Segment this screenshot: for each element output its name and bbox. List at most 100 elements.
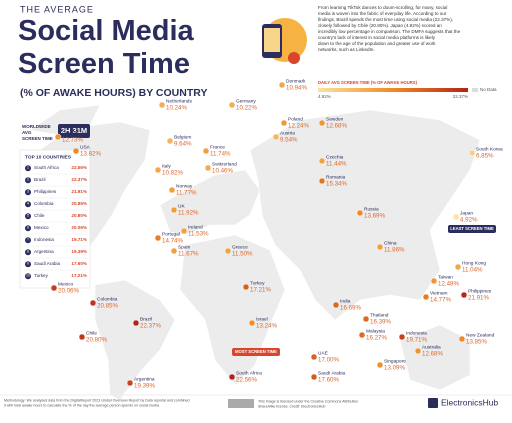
country-value: 9.64% <box>174 141 192 148</box>
country-name: Taiwan <box>438 274 453 280</box>
title: Screen Time <box>18 48 190 80</box>
country-name: USA <box>80 144 91 150</box>
country-name: France <box>210 144 225 150</box>
country-name: Greece <box>232 244 248 250</box>
country-value: 6.85% <box>476 153 494 160</box>
rank: 7 <box>27 237 29 241</box>
legend-no-data: No Data <box>480 87 497 92</box>
country-value: 12.24% <box>288 123 309 130</box>
subtitle: (% OF AWAKE HOURS) BY COUNTRY <box>20 87 207 99</box>
country-marker <box>430 277 438 285</box>
country-value: 16.27% <box>366 335 387 342</box>
country-value: 11.77% <box>176 190 197 197</box>
country-name: UAE <box>318 350 328 356</box>
country-name: Mexico <box>58 281 74 287</box>
country-name: Philippines <box>34 189 57 194</box>
country-value: 17.60% <box>71 261 87 266</box>
country-value: 20.80% <box>71 213 87 218</box>
rank-badge <box>25 177 31 184</box>
country-marker <box>356 209 364 217</box>
license: ShareAlike license. Credit: ElectronicsH… <box>258 404 325 408</box>
country-name: Ireland <box>188 224 203 230</box>
country-name: Colombia <box>97 296 118 302</box>
country-value: 22.56% <box>236 377 257 384</box>
country-name: Italy <box>162 163 171 169</box>
intro-line: media is woven into the fabric of everyd… <box>318 11 447 16</box>
methodology: it with total awake hours to calculate t… <box>4 403 160 407</box>
country-marker <box>398 333 406 341</box>
country-marker <box>468 149 476 157</box>
country-value: 11.92% <box>178 210 199 217</box>
country-marker <box>166 137 174 145</box>
country-value: 10.22% <box>236 105 257 112</box>
rank-badge <box>25 201 31 208</box>
country-value: 17.00% <box>318 357 339 364</box>
country-marker <box>454 263 462 271</box>
country-value: 12.73% <box>62 137 83 144</box>
country-name: Czechia <box>326 154 344 160</box>
country-value: 13.82% <box>80 151 101 158</box>
top10-list: 1 South Africa 22.56% 2 Brazil 22.37% 3 Philipp… <box>24 165 87 280</box>
kicker: THE AVERAGE <box>20 4 94 14</box>
country-name: China <box>384 240 397 246</box>
country-marker <box>54 133 62 141</box>
country-marker <box>248 319 256 327</box>
top10-title: TOP 10 COUNTRIES <box>25 154 72 160</box>
title: Social Media <box>18 15 195 47</box>
country-name: Norway <box>176 183 193 189</box>
intro-line: down to the age of the population and gr… <box>318 41 436 46</box>
intro-line: country's lack of interest in social med… <box>318 35 436 40</box>
country-value: 11.86% <box>384 247 405 254</box>
rank: 4 <box>27 201 29 205</box>
top10-panel <box>19 149 91 289</box>
country-value: 13.85% <box>466 339 487 346</box>
rank-badge <box>25 261 31 268</box>
legend-min: 4.92% <box>318 94 331 99</box>
country-name: Saudi Arabia <box>34 261 60 266</box>
country-name: India <box>340 298 351 304</box>
legend-nodata-swatch <box>472 88 478 92</box>
country-value: 22.56% <box>71 165 87 170</box>
brand: ElectronicsHub <box>441 397 498 407</box>
rank: 9 <box>27 261 29 265</box>
country-name: Chile <box>86 330 97 336</box>
country-name: Sweden <box>326 116 344 122</box>
country-name: Romania <box>326 174 346 180</box>
legend-title: DAILY AVG SCREEN TIME (% OF AWAKE HOURS) <box>318 80 418 85</box>
country-marker <box>170 247 178 255</box>
rank-badge <box>25 273 31 280</box>
rank-badge <box>25 237 31 244</box>
rank-badge <box>25 165 31 172</box>
country-marker <box>280 119 288 127</box>
rank-badge <box>25 249 31 256</box>
country-value: 17.21% <box>250 287 271 294</box>
cc-badge <box>228 399 254 408</box>
country-name: South Africa <box>34 165 59 170</box>
country-marker <box>376 361 384 369</box>
country-name: Indonesia <box>34 237 54 242</box>
country-name: Russia <box>364 206 379 212</box>
country-name: Switzerland <box>212 161 237 167</box>
country-value: 11.04% <box>462 267 483 274</box>
country-marker <box>242 283 250 291</box>
country-value: 22.37% <box>71 177 87 182</box>
country-name: Israel <box>256 316 268 322</box>
country-name: Poland <box>288 116 303 122</box>
country-marker <box>310 353 318 361</box>
country-name: Mexico <box>34 225 49 230</box>
country-name: Belgium <box>174 134 191 140</box>
country-name: Argentina <box>34 249 54 254</box>
rank-badge <box>25 189 31 196</box>
country-name: Indonesia <box>406 330 427 336</box>
country-value: 9.54% <box>280 137 298 144</box>
country-value: 10.46% <box>212 168 233 175</box>
country-value: 4.92% <box>460 217 478 224</box>
illustration <box>262 18 307 64</box>
rank-badge <box>25 213 31 220</box>
country-value: 21.91% <box>468 295 489 302</box>
country-name: Malaysia <box>366 328 385 334</box>
worldwide-badge <box>58 124 90 138</box>
country-value: 19.39% <box>134 383 155 390</box>
rank: 5 <box>27 213 29 217</box>
country-marker <box>132 319 140 327</box>
